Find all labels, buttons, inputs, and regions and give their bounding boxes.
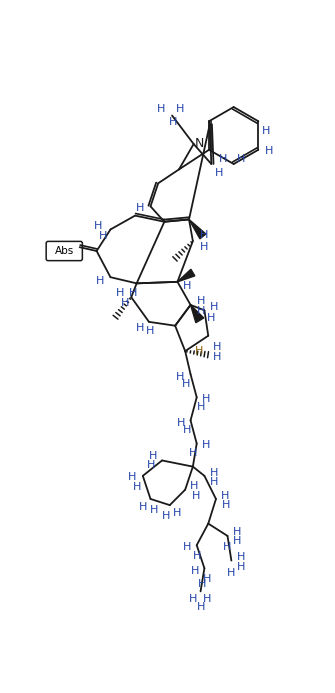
Text: H: H [196, 602, 205, 612]
Text: H: H [222, 500, 230, 510]
Text: H: H [189, 448, 197, 458]
Text: H: H [237, 562, 245, 572]
Text: H: H [98, 231, 107, 240]
Text: H: H [213, 342, 222, 351]
Text: H: H [176, 105, 185, 114]
FancyBboxPatch shape [46, 241, 82, 261]
Text: H: H [149, 451, 157, 461]
Polygon shape [191, 305, 204, 323]
Text: H: H [183, 426, 192, 435]
Text: H: H [221, 491, 229, 501]
Text: H: H [197, 296, 205, 306]
Text: H: H [94, 220, 102, 231]
Text: H: H [195, 346, 203, 356]
Text: H: H [183, 543, 192, 552]
Text: H: H [193, 551, 201, 561]
Text: H: H [189, 594, 197, 604]
Polygon shape [178, 270, 195, 282]
Text: H: H [197, 306, 205, 316]
Text: H: H [157, 105, 165, 114]
Text: H: H [121, 299, 129, 308]
Text: H: H [147, 460, 155, 470]
Text: Abs: Abs [55, 246, 74, 256]
Text: H: H [262, 126, 270, 137]
Text: H: H [192, 491, 200, 501]
Text: H: H [265, 146, 273, 157]
Text: H: H [129, 288, 137, 297]
Polygon shape [189, 220, 206, 239]
Text: H: H [183, 281, 191, 290]
Text: H: H [203, 594, 211, 604]
Text: H: H [219, 154, 227, 164]
Text: H: H [176, 371, 185, 382]
Text: H: H [210, 477, 219, 487]
Text: H: H [132, 482, 141, 491]
Text: H: H [200, 242, 209, 252]
Text: H: H [190, 481, 199, 491]
Text: H: H [182, 379, 190, 389]
Text: H: H [200, 230, 209, 240]
Text: H: H [136, 203, 144, 213]
Text: H: H [237, 552, 245, 563]
Text: H: H [128, 473, 136, 482]
Text: H: H [173, 508, 182, 518]
Text: H: H [95, 276, 104, 286]
Text: H: H [237, 154, 246, 164]
Text: H: H [136, 323, 144, 333]
Text: H: H [213, 351, 222, 362]
Text: H: H [191, 566, 199, 577]
Text: H: H [198, 579, 206, 588]
Text: H: H [202, 440, 210, 450]
Text: H: H [146, 326, 155, 336]
Text: H: H [139, 502, 147, 511]
Text: N: N [194, 137, 204, 150]
Text: H: H [150, 505, 158, 515]
Text: H: H [206, 313, 215, 323]
Text: H: H [209, 468, 218, 477]
Text: H: H [215, 168, 223, 178]
Text: H: H [116, 288, 125, 297]
Text: H: H [162, 511, 170, 521]
Text: H: H [203, 574, 212, 584]
Text: H: H [169, 117, 177, 128]
Text: H: H [177, 418, 186, 428]
Text: H: H [196, 401, 205, 412]
Text: H: H [227, 568, 236, 578]
Text: H: H [232, 536, 241, 546]
Text: H: H [202, 394, 210, 404]
Text: H: H [232, 527, 241, 537]
Text: H: H [210, 302, 219, 313]
Text: H: H [223, 542, 232, 552]
